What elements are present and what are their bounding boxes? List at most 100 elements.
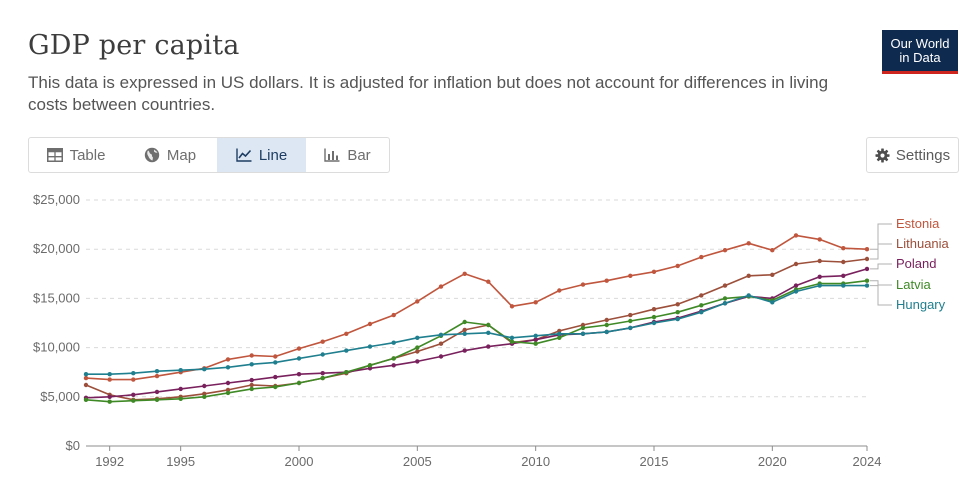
y-tick-label: $20,000	[33, 241, 80, 256]
data-point-latvia	[83, 397, 89, 402]
gear-icon	[875, 147, 890, 163]
tab-bar[interactable]: Bar	[306, 138, 389, 172]
data-point-latvia	[202, 394, 207, 399]
x-tick-label: 2010	[521, 454, 550, 469]
tab-table[interactable]: Table	[29, 138, 123, 172]
y-tick-label: $10,000	[33, 340, 80, 355]
tab-map[interactable]: Map	[123, 138, 217, 172]
data-point-latvia	[415, 345, 420, 350]
data-point-hungary	[178, 368, 183, 373]
data-point-poland	[202, 383, 207, 389]
data-point-hungary	[296, 356, 302, 361]
data-point-poland	[296, 372, 302, 377]
settings-label: Settings	[895, 146, 951, 164]
data-point-latvia	[533, 341, 538, 346]
data-point-lithuania	[675, 302, 680, 307]
data-point-hungary	[793, 289, 799, 294]
data-point-lithuania	[722, 283, 728, 288]
data-point-lithuania	[462, 327, 467, 333]
data-point-estonia	[462, 271, 467, 276]
data-point-latvia	[509, 339, 515, 344]
data-point-latvia	[486, 322, 491, 328]
x-tick-label: 1992	[95, 454, 124, 469]
data-point-latvia	[604, 322, 609, 328]
data-point-poland	[486, 344, 491, 349]
data-point-poland	[178, 386, 183, 392]
data-point-estonia	[249, 353, 254, 358]
data-point-latvia	[296, 380, 302, 386]
series-line-estonia	[85, 234, 868, 381]
data-point-poland	[249, 377, 254, 383]
data-point-estonia	[367, 321, 373, 327]
tab-table-label: Table	[69, 146, 106, 164]
data-point-latvia	[864, 278, 870, 283]
data-point-estonia	[154, 373, 160, 379]
data-point-latvia	[249, 386, 254, 392]
data-point-hungary	[699, 310, 704, 315]
data-point-hungary	[675, 316, 680, 322]
data-point-hungary	[746, 293, 751, 298]
x-tick-label: 2000	[285, 454, 314, 469]
data-point-hungary	[462, 331, 467, 336]
settings-button[interactable]: Settings	[866, 137, 959, 173]
data-point-estonia	[344, 331, 349, 336]
data-point-hungary	[344, 348, 349, 353]
label-connector-latvia	[870, 280, 892, 286]
data-point-estonia	[722, 248, 728, 253]
data-point-estonia	[770, 248, 775, 253]
data-point-poland	[462, 348, 467, 353]
data-point-hungary	[722, 301, 728, 306]
data-point-hungary	[770, 300, 775, 305]
data-point-lithuania	[841, 259, 846, 265]
data-point-latvia	[391, 356, 396, 361]
y-tick-label: $0	[66, 438, 80, 453]
data-point-estonia	[841, 246, 846, 251]
data-point-estonia	[817, 237, 822, 242]
data-point-hungary	[415, 335, 420, 340]
globe-icon	[144, 147, 160, 163]
y-tick-label: $15,000	[33, 290, 80, 305]
data-point-poland	[841, 273, 846, 278]
label-connector-estonia	[870, 223, 892, 250]
data-point-estonia	[557, 288, 562, 293]
series-line-hungary	[86, 284, 867, 376]
data-point-lithuania	[817, 258, 822, 264]
label-connector-lithuania	[870, 243, 892, 260]
data-point-estonia	[509, 304, 515, 309]
tab-line[interactable]: Line	[217, 138, 306, 172]
data-point-hungary	[864, 283, 870, 288]
data-point-poland	[391, 363, 396, 368]
data-point-hungary	[604, 329, 609, 335]
data-point-lithuania	[770, 272, 775, 277]
data-point-poland	[817, 274, 822, 279]
data-point-latvia	[367, 363, 373, 368]
data-point-hungary	[817, 283, 822, 288]
data-point-hungary	[651, 320, 657, 326]
data-point-hungary	[83, 372, 89, 377]
data-point-estonia	[391, 312, 396, 318]
label-connector-poland	[870, 263, 892, 270]
data-point-poland	[438, 354, 444, 359]
data-point-estonia	[320, 339, 325, 344]
data-point-latvia	[699, 303, 704, 308]
label-connector-hungary	[870, 285, 892, 306]
data-point-lithuania	[793, 261, 799, 267]
logo-line-1: Our World	[890, 36, 950, 51]
data-point-hungary	[273, 360, 278, 365]
data-point-estonia	[438, 284, 444, 289]
data-point-poland	[225, 380, 231, 386]
data-point-hungary	[841, 283, 846, 288]
data-point-estonia	[225, 357, 231, 362]
series-label-estonia: Estonia	[896, 216, 940, 231]
data-point-hungary	[367, 344, 373, 349]
x-tick-label: 2020	[758, 454, 787, 469]
data-point-latvia	[273, 384, 278, 390]
our-world-in-data-logo[interactable]: Our World in Data	[882, 30, 958, 74]
data-point-latvia	[131, 398, 136, 403]
data-point-estonia	[675, 263, 680, 269]
data-point-latvia	[675, 310, 680, 315]
data-point-hungary	[249, 362, 254, 367]
data-point-hungary	[557, 331, 562, 336]
data-point-latvia	[651, 314, 657, 320]
data-point-poland	[793, 283, 799, 288]
